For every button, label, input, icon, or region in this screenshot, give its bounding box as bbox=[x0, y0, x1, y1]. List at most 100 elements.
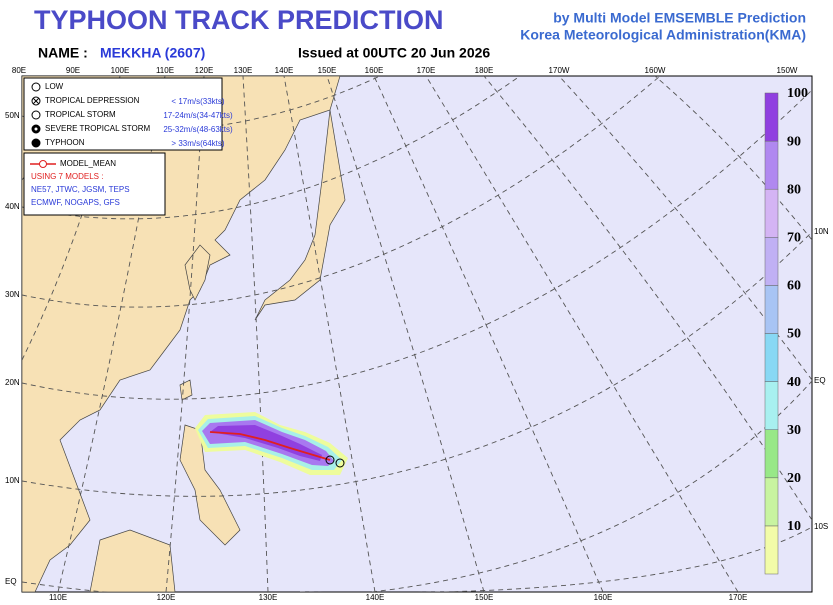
typhoon-symbol bbox=[325, 455, 335, 465]
colorbar-label: 40 bbox=[787, 375, 801, 390]
issued: Issued at 00UTC 20 Jun 2026 bbox=[298, 45, 490, 61]
mean-track bbox=[209, 431, 331, 461]
colorbar-segment bbox=[764, 525, 779, 575]
meridian bbox=[373, 76, 604, 592]
colorbar-label: 30 bbox=[787, 423, 801, 438]
longitude-label: 110E bbox=[49, 593, 67, 602]
parallel bbox=[22, 231, 812, 497]
longitude-label: 120E bbox=[157, 593, 176, 602]
latitude-label: 30N bbox=[5, 290, 20, 299]
legend: MODEL_MEAN USING 7 MODELS : NE57, JTWC, … bbox=[23, 77, 233, 216]
longitude-label: 110E bbox=[156, 66, 174, 75]
colorbar-segment bbox=[764, 429, 779, 479]
parallel bbox=[22, 76, 661, 308]
longitude-label: 130E bbox=[259, 593, 278, 602]
parallel bbox=[22, 380, 812, 592]
legend-label: SEVERE TROPICAL STORM bbox=[45, 124, 151, 133]
meridian bbox=[425, 76, 739, 592]
meridian bbox=[558, 76, 812, 381]
longitude-label: 90E bbox=[66, 66, 80, 75]
longitude-label: 170E bbox=[417, 66, 436, 75]
colorbar: 10 20 30 40 50 60 70 80 90 100 bbox=[764, 86, 808, 575]
latitude-label: 10S bbox=[814, 522, 828, 531]
longitude-label: 140E bbox=[366, 593, 385, 602]
longitude-label: 150E bbox=[475, 593, 494, 602]
latitude-label: 10N bbox=[814, 227, 829, 236]
agency: Korea Meteorological Administration(KMA) bbox=[520, 27, 806, 43]
borneo bbox=[89, 529, 176, 592]
legend-symbol bbox=[31, 82, 41, 92]
korea bbox=[184, 244, 211, 301]
legend-speed: 25-32m/s(48-63kts) bbox=[163, 125, 233, 134]
longitude-label: 150E bbox=[318, 66, 337, 75]
legend-speed: 17-24m/s(34-47kts) bbox=[163, 111, 233, 120]
parallel bbox=[22, 76, 521, 220]
colorbar-label: 80 bbox=[787, 182, 801, 197]
longitude-label: 150W bbox=[777, 66, 798, 75]
longitude-label: 100E bbox=[111, 66, 130, 75]
longitude-label: 160E bbox=[365, 66, 384, 75]
models-list: NE57, JTWC, JGSM, TEPS bbox=[31, 185, 130, 194]
title: TYPHOON TRACK PREDICTION bbox=[34, 5, 444, 35]
name-label: NAME : bbox=[38, 45, 88, 61]
parallel bbox=[300, 526, 812, 592]
colorbar-label: 60 bbox=[787, 279, 801, 294]
longitude-label: 170W bbox=[549, 66, 570, 75]
colorbar-label: 100 bbox=[787, 86, 808, 101]
latitude-label: EQ bbox=[5, 577, 17, 586]
longitude-label: 160E bbox=[594, 593, 613, 602]
colorbar-segment bbox=[764, 333, 779, 382]
colorbar-segment bbox=[764, 140, 779, 190]
colorbar-label: 10 bbox=[787, 519, 801, 534]
longitude-label: 170E bbox=[729, 593, 748, 602]
legend-speed: < 17m/s(33kts) bbox=[171, 97, 224, 106]
subtitle: by Multi Model EMSEMBLE Prediction bbox=[553, 10, 806, 26]
colorbar-label: 70 bbox=[787, 231, 801, 246]
latitude-label: 10N bbox=[5, 476, 20, 485]
legend-symbol bbox=[32, 97, 40, 105]
colorbar-segment bbox=[764, 381, 779, 430]
longitude-label: 120E bbox=[195, 66, 214, 75]
models-list: ECMWF, NOGAPS, GFS bbox=[31, 198, 120, 207]
models-title: USING 7 MODELS : bbox=[31, 172, 103, 181]
typhoon-name: MEKKHA (2607) bbox=[100, 45, 205, 61]
longitude-label: 130E bbox=[234, 66, 253, 75]
legend-label: TROPICAL DEPRESSION bbox=[45, 96, 140, 105]
legend-label: LOW bbox=[45, 82, 64, 91]
meridian bbox=[283, 76, 376, 592]
japan bbox=[254, 109, 346, 321]
philippines bbox=[179, 424, 241, 546]
mean-label: MODEL_MEAN bbox=[60, 159, 116, 168]
ensemble-plume bbox=[195, 412, 348, 475]
latitude-label: 40N bbox=[5, 202, 20, 211]
longitude-label: 140E bbox=[275, 66, 294, 75]
latitude-label: 20N bbox=[5, 378, 20, 387]
colorbar-segment bbox=[764, 188, 779, 238]
colorbar-label: 90 bbox=[787, 134, 801, 149]
legend-symbol bbox=[31, 110, 41, 120]
colorbar-segment bbox=[764, 92, 779, 142]
meridian bbox=[57, 76, 166, 592]
longitude-label: 80E bbox=[12, 66, 26, 75]
meridian bbox=[654, 76, 812, 241]
colorbar-label: 20 bbox=[787, 471, 801, 486]
legend-label: TYPHOON bbox=[45, 138, 85, 147]
legend-box bbox=[23, 77, 223, 151]
taiwan bbox=[179, 379, 193, 401]
colorbar-label: 50 bbox=[787, 327, 801, 342]
legend-symbol bbox=[31, 138, 41, 148]
typhoon-symbol bbox=[335, 458, 345, 468]
legend-symbol bbox=[34, 127, 38, 131]
colorbar-segment bbox=[764, 477, 779, 527]
longitude-label: 160W bbox=[645, 66, 666, 75]
latitude-label: 50N bbox=[5, 111, 20, 120]
colorbar-segment bbox=[764, 285, 779, 334]
mean-swatch-dot bbox=[39, 160, 47, 168]
colorbar-segment bbox=[764, 237, 779, 286]
meridian bbox=[165, 76, 205, 592]
legend-label: TROPICAL STORM bbox=[45, 110, 116, 119]
meridian bbox=[326, 76, 485, 592]
longitude-label: 180E bbox=[475, 66, 494, 75]
latitude-label: EQ bbox=[814, 376, 826, 385]
